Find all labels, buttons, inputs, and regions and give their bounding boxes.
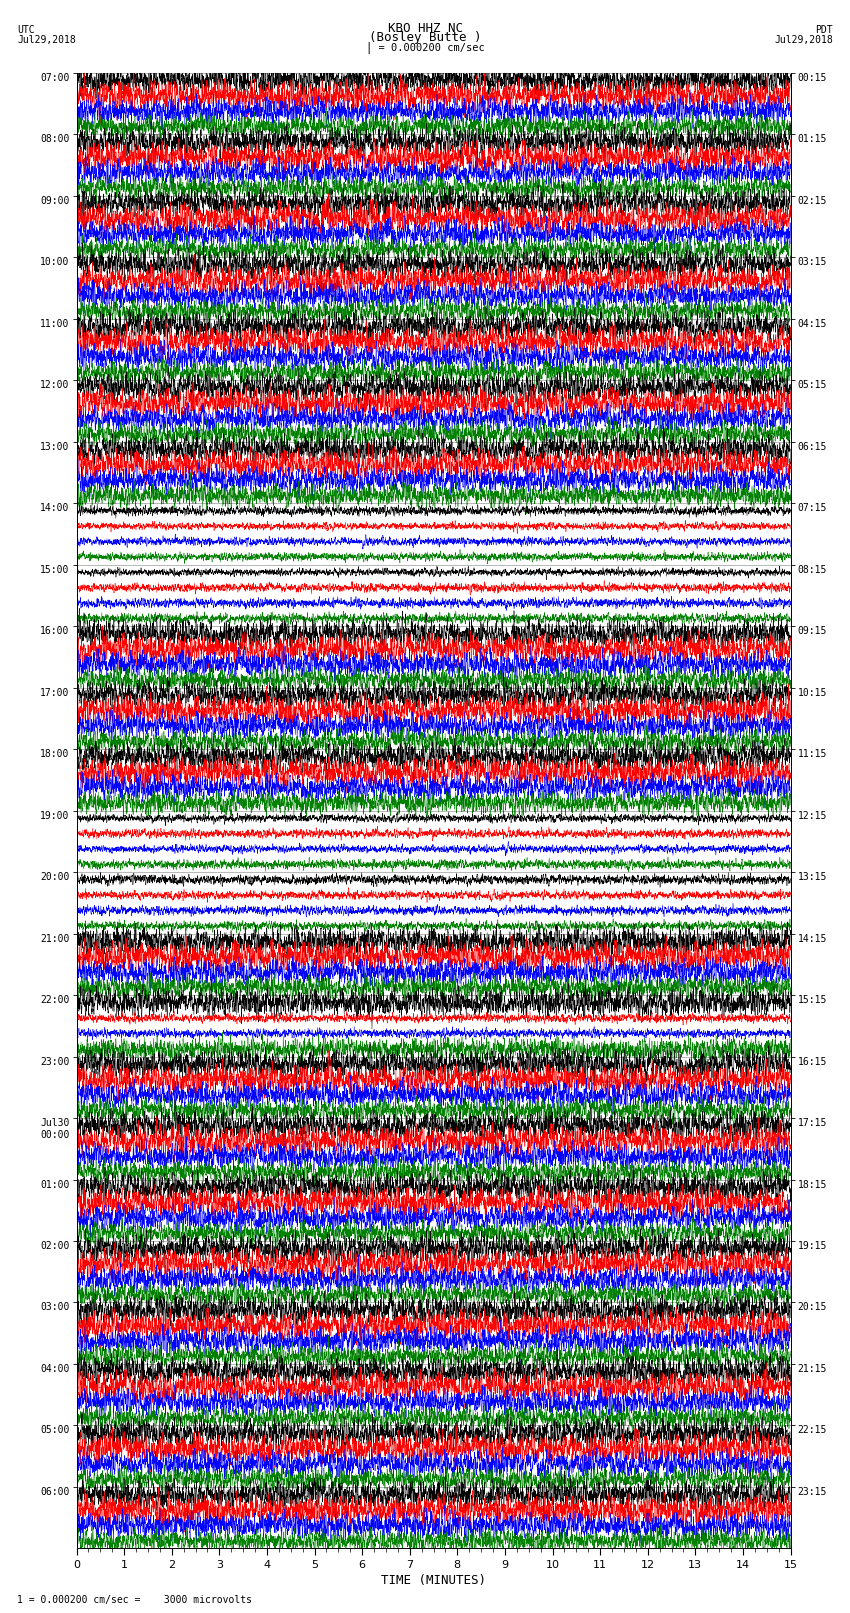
Text: ⎪ = 0.000200 cm/sec: ⎪ = 0.000200 cm/sec bbox=[366, 42, 484, 53]
Text: UTC: UTC bbox=[17, 24, 35, 35]
Text: (Bosley Butte ): (Bosley Butte ) bbox=[369, 31, 481, 44]
Text: Jul29,2018: Jul29,2018 bbox=[774, 35, 833, 45]
X-axis label: TIME (MINUTES): TIME (MINUTES) bbox=[381, 1574, 486, 1587]
Text: KBO HHZ NC: KBO HHZ NC bbox=[388, 21, 462, 35]
Text: 1 = 0.000200 cm/sec =    3000 microvolts: 1 = 0.000200 cm/sec = 3000 microvolts bbox=[17, 1595, 252, 1605]
Text: Jul29,2018: Jul29,2018 bbox=[17, 35, 76, 45]
Text: PDT: PDT bbox=[815, 24, 833, 35]
